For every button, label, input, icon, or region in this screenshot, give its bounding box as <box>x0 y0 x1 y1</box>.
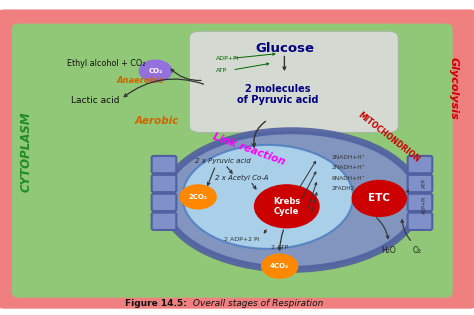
Circle shape <box>262 254 298 278</box>
Text: Krebs
Cycle: Krebs Cycle <box>273 197 301 216</box>
Text: ATP: ATP <box>216 68 227 73</box>
FancyBboxPatch shape <box>408 156 432 173</box>
FancyBboxPatch shape <box>190 32 398 132</box>
Text: 2 ADP+2 Pi: 2 ADP+2 Pi <box>224 237 259 242</box>
Text: Ethyl alcohol + CO₂: Ethyl alcohol + CO₂ <box>67 59 146 67</box>
Text: Aerobic: Aerobic <box>134 116 179 126</box>
Text: H₂O: H₂O <box>381 246 396 255</box>
FancyBboxPatch shape <box>152 156 176 173</box>
Text: 2 molecules
of Pyruvic acid: 2 molecules of Pyruvic acid <box>237 84 318 105</box>
Text: ATP: ATP <box>422 178 427 188</box>
Text: O₂: O₂ <box>413 246 421 255</box>
Text: Glucose: Glucose <box>255 42 314 55</box>
Circle shape <box>139 60 172 82</box>
FancyBboxPatch shape <box>152 175 176 192</box>
Text: 2NADH+H⁺: 2NADH+H⁺ <box>332 155 365 160</box>
Circle shape <box>352 180 406 216</box>
FancyBboxPatch shape <box>408 213 432 230</box>
Text: 2NADH+H⁺: 2NADH+H⁺ <box>332 165 365 170</box>
Text: 2FADH2: 2FADH2 <box>332 186 355 192</box>
Text: Glycolysis: Glycolysis <box>449 57 459 120</box>
Text: 4CO₂: 4CO₂ <box>270 263 289 269</box>
Text: ADP+Pi: ADP+Pi <box>216 56 239 61</box>
Text: Lactic acid: Lactic acid <box>71 96 119 105</box>
FancyBboxPatch shape <box>408 175 432 192</box>
Text: 2 x Acetyl Co-A: 2 x Acetyl Co-A <box>215 175 268 181</box>
Text: 2CO₂: 2CO₂ <box>189 194 208 200</box>
Circle shape <box>180 185 216 209</box>
FancyBboxPatch shape <box>12 24 453 298</box>
Text: ETC: ETC <box>368 193 390 203</box>
Text: CYTOPLASM: CYTOPLASM <box>19 111 33 192</box>
Text: 2 x Pyruvic acid: 2 x Pyruvic acid <box>195 158 251 164</box>
Text: 2 ATP: 2 ATP <box>271 245 288 250</box>
Text: CO₂: CO₂ <box>148 68 163 74</box>
FancyBboxPatch shape <box>408 194 432 211</box>
Text: Overall stages of Respiration: Overall stages of Respiration <box>190 299 323 307</box>
Circle shape <box>255 185 319 228</box>
Text: Anaerobic: Anaerobic <box>116 76 164 85</box>
FancyBboxPatch shape <box>152 194 176 211</box>
Ellipse shape <box>164 131 419 269</box>
Ellipse shape <box>182 145 353 249</box>
Text: ADP+Pi: ADP+Pi <box>422 196 427 214</box>
FancyBboxPatch shape <box>152 213 176 230</box>
Text: MITOCHONDRION: MITOCHONDRION <box>356 110 421 164</box>
FancyBboxPatch shape <box>0 9 474 309</box>
Text: Figure 14.5:: Figure 14.5: <box>126 299 187 307</box>
Text: Link reaction: Link reaction <box>211 132 286 167</box>
Text: 6NADH+H⁺: 6NADH+H⁺ <box>332 176 365 181</box>
